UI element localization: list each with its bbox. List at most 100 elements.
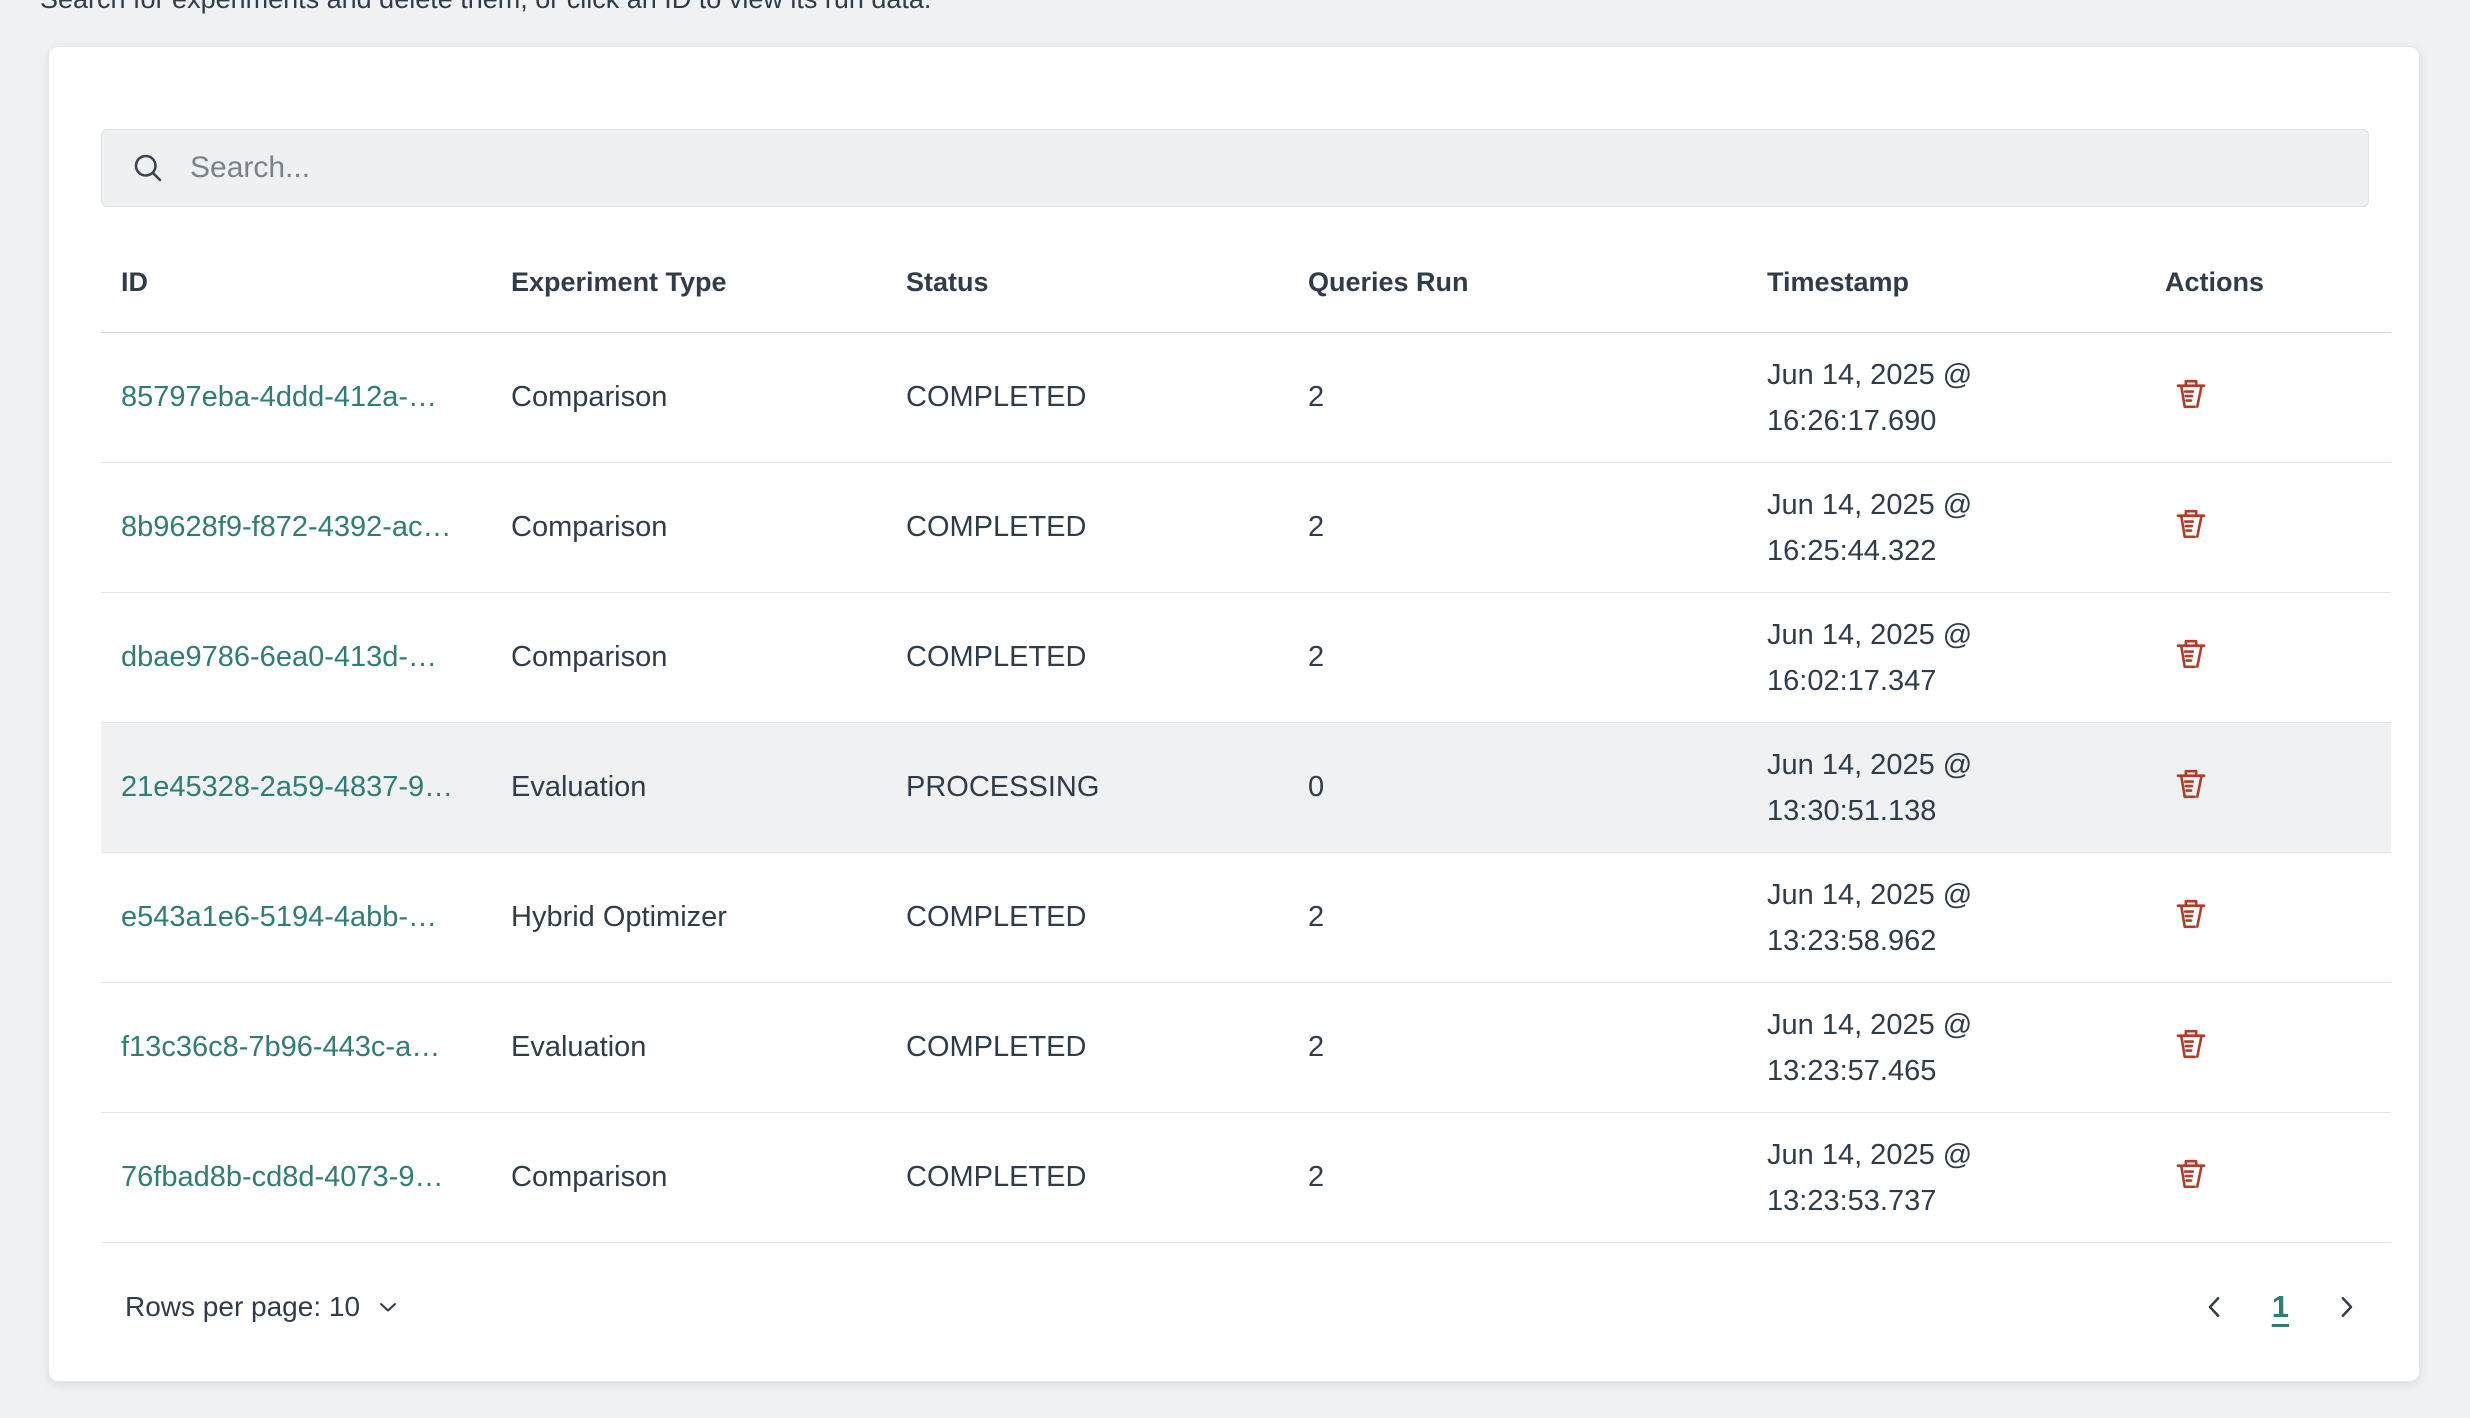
cell-id: 76fbad8b-cd8d-4073-9…: [101, 1112, 491, 1243]
cell-actions: [2145, 462, 2391, 593]
chevron-left-icon: [2200, 1290, 2230, 1324]
table-footer: Rows per page: 10 1: [119, 1275, 2361, 1339]
cell-timestamp: Jun 14, 2025 @ 13:23:57.465: [1747, 982, 2145, 1113]
next-page-button[interactable]: [2331, 1290, 2361, 1324]
trash-icon: [2173, 506, 2209, 542]
rows-per-page-button[interactable]: Rows per page: 10: [119, 1290, 406, 1324]
delete-button[interactable]: [2173, 506, 2209, 542]
table-body: 85797eba-4ddd-412a-… Comparison COMPLETE…: [101, 332, 2391, 1243]
page-number-1[interactable]: 1: [2266, 1288, 2295, 1326]
column-header-id: ID: [101, 261, 491, 333]
cell-experiment-type: Comparison: [491, 1112, 886, 1243]
cell-timestamp: Jun 14, 2025 @ 13:23:58.962: [1747, 852, 2145, 983]
cell-id: 21e45328-2a59-4837-9…: [101, 722, 491, 853]
trash-icon: [2173, 766, 2209, 802]
cell-experiment-type: Comparison: [491, 462, 886, 593]
cell-actions: [2145, 722, 2391, 853]
cell-status: COMPLETED: [886, 332, 1288, 463]
cell-timestamp: Jun 14, 2025 @ 13:23:53.737: [1747, 1112, 2145, 1243]
cell-actions: [2145, 592, 2391, 723]
rows-per-page-label: Rows per page: 10: [125, 1291, 361, 1322]
cell-id: e543a1e6-5194-4abb-…: [101, 852, 491, 983]
cell-id: 85797eba-4ddd-412a-…: [101, 332, 491, 463]
cell-queries-run: 0: [1288, 722, 1747, 853]
pagination: 1: [2200, 1288, 2361, 1326]
trash-icon: [2173, 376, 2209, 412]
cell-id: f13c36c8-7b96-443c-a…: [101, 982, 491, 1113]
search-input[interactable]: [188, 150, 2368, 186]
table-row: f13c36c8-7b96-443c-a… Evaluation COMPLET…: [101, 982, 2391, 1113]
cell-queries-run: 2: [1288, 592, 1747, 723]
timestamp-time: 13:23:53.737: [1767, 1184, 1937, 1217]
trash-icon: [2173, 636, 2209, 672]
column-header-experiment-type: Experiment Type: [491, 261, 886, 333]
chevron-right-icon: [2331, 1290, 2361, 1324]
cell-experiment-type: Hybrid Optimizer: [491, 852, 886, 983]
cell-queries-run: 2: [1288, 332, 1747, 463]
timestamp-time: 13:30:51.138: [1767, 794, 1937, 827]
experiment-id-link[interactable]: dbae9786-6ea0-413d-…: [121, 641, 438, 673]
timestamp-date: Jun 14, 2025 @: [1767, 488, 1973, 521]
cell-queries-run: 2: [1288, 852, 1747, 983]
experiment-id-link[interactable]: f13c36c8-7b96-443c-a…: [121, 1031, 441, 1063]
timestamp-date: Jun 14, 2025 @: [1767, 748, 1973, 781]
timestamp-time: 13:23:58.962: [1767, 924, 1937, 957]
cell-status: COMPLETED: [886, 982, 1288, 1113]
experiment-id-link[interactable]: 85797eba-4ddd-412a-…: [121, 381, 438, 413]
delete-button[interactable]: [2173, 376, 2209, 412]
table-row: e543a1e6-5194-4abb-… Hybrid Optimizer CO…: [101, 852, 2391, 983]
column-header-timestamp: Timestamp: [1747, 261, 2145, 333]
cell-timestamp: Jun 14, 2025 @ 13:30:51.138: [1747, 722, 2145, 853]
trash-icon: [2173, 1156, 2209, 1192]
delete-button[interactable]: [2173, 636, 2209, 672]
delete-button[interactable]: [2173, 896, 2209, 932]
clipped-caption: Search for experiments and delete them, …: [40, 0, 931, 14]
table-row: 21e45328-2a59-4837-9… Evaluation PROCESS…: [101, 722, 2391, 853]
experiments-table: ID Experiment Type Status Queries Run Ti…: [101, 261, 2391, 1243]
previous-page-button[interactable]: [2200, 1290, 2230, 1324]
experiment-id-link[interactable]: 8b9628f9-f872-4392-ac…: [121, 511, 452, 543]
trash-icon: [2173, 1026, 2209, 1062]
experiments-panel: ID Experiment Type Status Queries Run Ti…: [48, 46, 2420, 1382]
timestamp-date: Jun 14, 2025 @: [1767, 1138, 1973, 1171]
cell-experiment-type: Comparison: [491, 332, 886, 463]
cell-id: dbae9786-6ea0-413d-…: [101, 592, 491, 723]
cell-status: COMPLETED: [886, 592, 1288, 723]
timestamp-date: Jun 14, 2025 @: [1767, 878, 1973, 911]
cell-actions: [2145, 1112, 2391, 1243]
cell-status: PROCESSING: [886, 722, 1288, 853]
cell-experiment-type: Evaluation: [491, 722, 886, 853]
timestamp-date: Jun 14, 2025 @: [1767, 618, 1973, 651]
experiment-id-link[interactable]: e543a1e6-5194-4abb-…: [121, 901, 438, 933]
cell-actions: [2145, 332, 2391, 463]
experiment-id-link[interactable]: 76fbad8b-cd8d-4073-9…: [121, 1161, 444, 1193]
cell-timestamp: Jun 14, 2025 @ 16:02:17.347: [1747, 592, 2145, 723]
table-row: 8b9628f9-f872-4392-ac… Comparison COMPLE…: [101, 462, 2391, 593]
delete-button[interactable]: [2173, 1156, 2209, 1192]
search-icon: [130, 150, 166, 186]
column-header-queries-run: Queries Run: [1288, 261, 1747, 333]
experiment-id-link[interactable]: 21e45328-2a59-4837-9…: [121, 771, 454, 803]
delete-button[interactable]: [2173, 766, 2209, 802]
cell-timestamp: Jun 14, 2025 @ 16:26:17.690: [1747, 332, 2145, 463]
column-header-actions: Actions: [2145, 261, 2391, 333]
cell-status: COMPLETED: [886, 462, 1288, 593]
cell-status: COMPLETED: [886, 1112, 1288, 1243]
timestamp-time: 16:25:44.322: [1767, 534, 1937, 567]
timestamp-date: Jun 14, 2025 @: [1767, 358, 1973, 391]
timestamp-time: 16:02:17.347: [1767, 664, 1937, 697]
cell-actions: [2145, 982, 2391, 1113]
cell-status: COMPLETED: [886, 852, 1288, 983]
timestamp-date: Jun 14, 2025 @: [1767, 1008, 1973, 1041]
cell-actions: [2145, 852, 2391, 983]
cell-experiment-type: Comparison: [491, 592, 886, 723]
delete-button[interactable]: [2173, 1026, 2209, 1062]
table-row: 76fbad8b-cd8d-4073-9… Comparison COMPLET…: [101, 1112, 2391, 1243]
cell-queries-run: 2: [1288, 1112, 1747, 1243]
table-header-row: ID Experiment Type Status Queries Run Ti…: [101, 261, 2391, 333]
chevron-down-icon: [376, 1295, 400, 1319]
timestamp-time: 16:26:17.690: [1767, 404, 1937, 437]
cell-timestamp: Jun 14, 2025 @ 16:25:44.322: [1747, 462, 2145, 593]
column-header-status: Status: [886, 261, 1288, 333]
